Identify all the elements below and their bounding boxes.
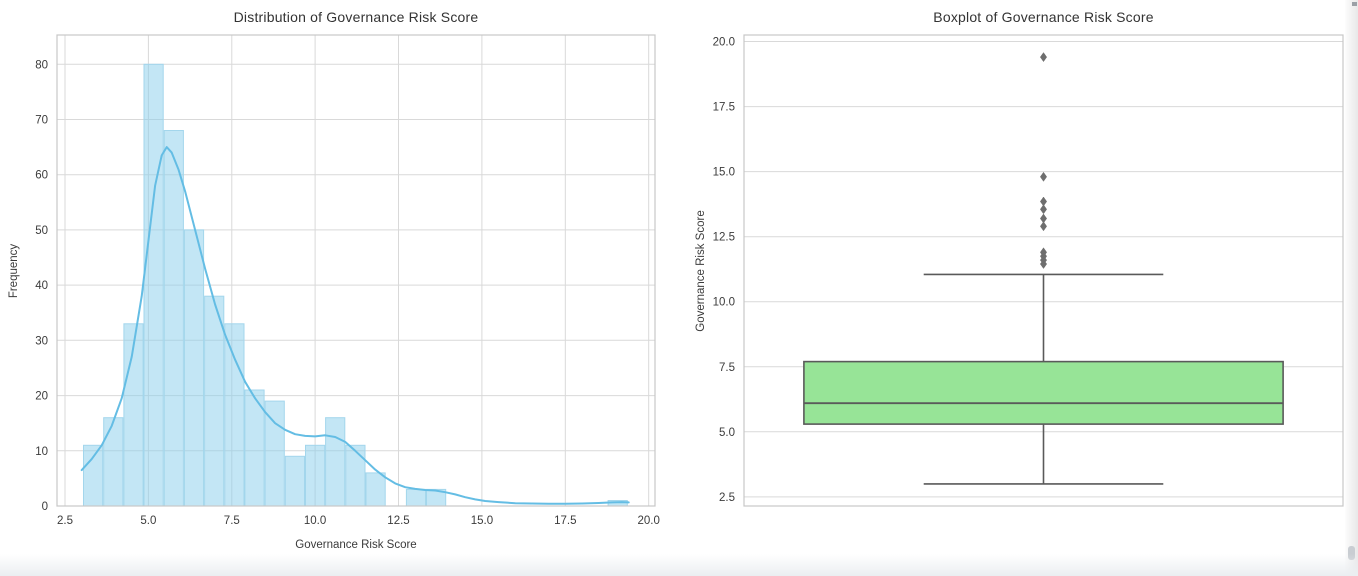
histogram-bar (305, 444, 326, 507)
boxplot-ytick-label: 5.0 (719, 427, 735, 439)
histogram-bar (143, 63, 164, 507)
histogram-axes-frame (56, 34, 656, 507)
histogram-bar (204, 295, 225, 507)
histogram-bar (224, 323, 245, 507)
scrollbar-thumb[interactable] (1348, 546, 1355, 560)
histogram-xtick-label: 7.5 (224, 515, 240, 527)
histogram-ytick-label: 10 (35, 446, 48, 458)
histogram-ytick-label: 20 (35, 391, 48, 403)
histogram-bar (83, 444, 104, 507)
histogram-ytick-label: 0 (42, 501, 48, 513)
histogram-bar (264, 400, 285, 507)
outlier-point (1039, 213, 1048, 224)
boxplot-ytick-label: 10.0 (713, 297, 735, 309)
boxplot-title: Boxplot of Governance Risk Score (933, 9, 1154, 25)
window-bottom-edge (0, 554, 1358, 576)
boxplot-axes-frame (743, 34, 1344, 507)
histogram-title: Distribution of Governance Risk Score (233, 9, 479, 25)
histogram-xtick-label: 12.5 (387, 515, 409, 527)
outlier-point (1039, 52, 1048, 63)
histogram-bar (163, 130, 184, 507)
histogram-xtick-label: 15.0 (471, 515, 493, 527)
boxplot-ytick-label: 17.5 (713, 102, 735, 114)
boxplot-yaxis-label: Governance Risk Score (695, 210, 707, 332)
boxplot-ytick-label: 12.5 (713, 232, 735, 244)
boxplot-ytick-label: 7.5 (719, 362, 735, 374)
histogram-ytick-label: 30 (35, 335, 48, 347)
histogram-ytick-label: 60 (35, 170, 48, 182)
outlier-point (1039, 171, 1048, 182)
histogram-bar (103, 417, 124, 507)
histogram-ytick-label: 40 (35, 280, 48, 292)
histogram-bar (405, 488, 427, 507)
outlier-point (1039, 221, 1048, 232)
boxplot-ytick-label: 15.0 (713, 167, 735, 179)
outlier-point (1039, 247, 1048, 258)
histogram-ytick-label: 80 (35, 59, 48, 71)
histogram-bar (183, 229, 205, 507)
histogram-ytick-label: 70 (35, 115, 48, 127)
boxplot-ytick-label: 2.5 (719, 492, 735, 504)
outlier-point (1039, 204, 1048, 215)
histogram-xtick-label: 5.0 (140, 515, 156, 527)
window-scrollbar-track (1345, 0, 1358, 576)
histogram-bar (284, 455, 305, 507)
boxplot-ytick-label: 20.0 (713, 37, 735, 49)
outlier-point (1039, 196, 1048, 207)
histogram-xtick-label: 10.0 (304, 515, 326, 527)
histogram-bar (345, 444, 366, 507)
histogram-yaxis-label: Frequency (8, 243, 20, 299)
histogram-bar (365, 472, 386, 507)
histogram-xtick-label: 2.5 (57, 515, 73, 527)
window-corner-mark (1352, 2, 1357, 6)
box (803, 360, 1284, 425)
kde-curve (80, 146, 630, 505)
histogram-xaxis-label: Governance Risk Score (295, 539, 417, 551)
histogram-ytick-label: 50 (35, 225, 48, 237)
histogram-bar (325, 417, 346, 507)
histogram-xtick-label: 20.0 (638, 515, 660, 527)
histogram-xtick-label: 17.5 (554, 515, 576, 527)
